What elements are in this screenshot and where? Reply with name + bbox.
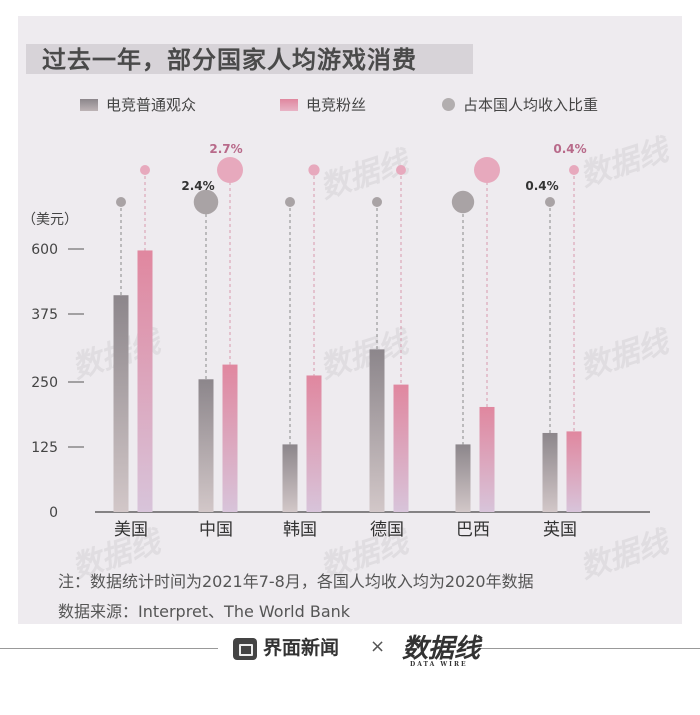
datawire-logo-text: 数据线 [402, 634, 481, 664]
bar-ordinary [455, 444, 471, 512]
bar-ordinary [282, 444, 298, 512]
x-tick-label: 巴西 [456, 520, 490, 540]
bubble-label-ordinary: 2.4% [181, 179, 214, 193]
legend-fans: 电竞粉丝 [280, 94, 366, 118]
bubble-label-fans: 0.4% [553, 142, 586, 156]
datawire-logo: 数据线 DATA WIRE [402, 628, 480, 668]
legend-label-ordinary: 电竞普通观众 [106, 96, 197, 114]
footer-divider-left [0, 648, 218, 649]
bubble-fans [474, 157, 500, 183]
footer-divider-right [478, 648, 700, 649]
legend-income-ratio: 占本国人均收入比重 [442, 94, 598, 118]
bubble-fans [308, 164, 320, 176]
x-tick-label: 韩国 [283, 520, 317, 540]
bubble-ordinary [544, 196, 556, 208]
bar-fans [566, 431, 582, 512]
x-tick-label: 美国 [114, 520, 148, 540]
legend-swatch-ordinary [80, 98, 98, 111]
bar-fans [479, 406, 495, 512]
bubble-fans [568, 164, 580, 176]
collab-cross: × [370, 636, 386, 657]
bubble-ordinary [193, 189, 219, 215]
datawire-logo-subtext: DATA WIRE [410, 661, 468, 668]
y-tick-label: 600 [31, 242, 58, 258]
bubble-label-fans: 2.7% [209, 142, 242, 156]
bubble-label-ordinary: 0.4% [525, 179, 558, 193]
bubble-ordinary [372, 197, 382, 207]
chart-source: 数据来源：Interpret、The World Bank [58, 602, 351, 621]
x-tick-label: 德国 [370, 520, 404, 540]
jiemian-logo-icon [233, 637, 257, 660]
chart-title: 过去一年，部分国家人均游戏消费 [42, 46, 417, 74]
legend-swatch-fans [280, 98, 298, 111]
y-tick-label: 125 [31, 440, 58, 456]
bubble-fans [217, 157, 243, 183]
legend-label-fans: 电竞粉丝 [306, 96, 367, 114]
legend-ordinary: 电竞普通观众 [80, 94, 196, 118]
bubble-ordinary [116, 197, 126, 207]
bubble-fans [139, 164, 151, 176]
title-highlight [26, 44, 473, 74]
bubble-ordinary [285, 197, 295, 207]
x-tick-label: 中国 [199, 520, 233, 540]
legend-label-income-ratio: 占本国人均收入比重 [463, 96, 599, 114]
brand-name: 界面新闻 [263, 637, 340, 659]
x-tick-label: 英国 [543, 520, 577, 540]
bar-fans [222, 364, 238, 512]
bubble-ordinary [451, 190, 475, 214]
bar-ordinary [369, 349, 385, 512]
y-axis-unit: （美元） [22, 212, 78, 228]
y-tick-label: 0 [49, 505, 58, 521]
bar-ordinary [198, 379, 214, 512]
bar-fans [306, 375, 322, 512]
bar-fans [137, 250, 153, 512]
bubble-fans [396, 165, 406, 175]
chart-note: 注：数据统计时间为2021年7-8月，各国人均收入均为2020年数据 [58, 572, 534, 591]
bar-fans [393, 384, 409, 512]
legend-swatch-income-ratio [442, 98, 455, 111]
chart-background [18, 16, 682, 624]
y-tick-label: 375 [31, 307, 58, 323]
y-tick-label: 250 [31, 375, 58, 391]
brand-jiemian: 界面新闻 [233, 633, 339, 660]
bar-ordinary [542, 432, 558, 512]
bar-ordinary [113, 295, 129, 512]
